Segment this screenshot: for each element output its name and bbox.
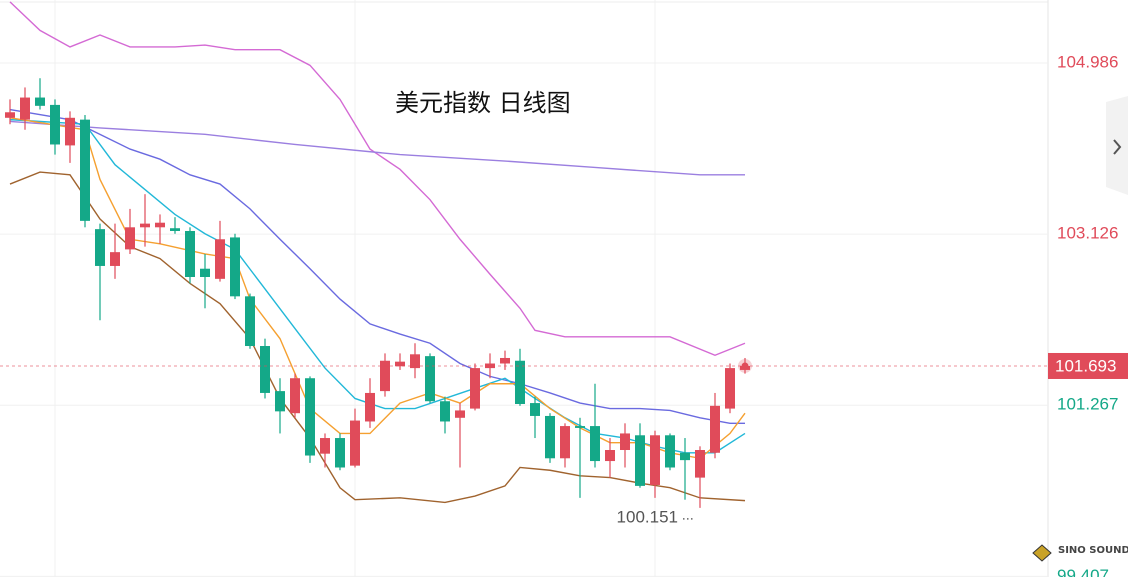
candle-body [440, 401, 450, 422]
candle-body [515, 360, 525, 404]
candle-body [665, 435, 675, 468]
ma-line [9, 1, 746, 356]
candle-body [200, 268, 210, 277]
candle-body [410, 354, 420, 369]
candle-body [95, 229, 105, 266]
chevron-icon [1113, 139, 1122, 155]
panel-toggle[interactable] [1106, 96, 1128, 195]
candle-body [695, 450, 705, 478]
candle-body [155, 222, 165, 228]
candle-body [470, 368, 480, 409]
candle-body [260, 346, 270, 393]
watermark: SINO SOUND [1032, 544, 1128, 562]
candle-body [245, 296, 255, 347]
candle-body [380, 360, 390, 392]
candle-body [275, 391, 285, 412]
candle-body [350, 420, 360, 466]
y-tick-label: 104.986 [1057, 52, 1118, 71]
candle-body [170, 228, 180, 231]
y-tick-label: 103.126 [1057, 224, 1118, 243]
candle-body [425, 356, 435, 402]
candle-body [575, 426, 585, 428]
candle-body [395, 361, 405, 367]
watermark-logo [1032, 544, 1052, 562]
y-tick-label: 99.407 [1057, 566, 1109, 577]
plot: 100.151 [0, 1, 1048, 577]
candle-body [35, 97, 45, 106]
candle-body [545, 415, 555, 459]
candle-body [5, 112, 15, 118]
candle-body [485, 363, 495, 369]
candle-body [290, 378, 300, 414]
candle-body [125, 227, 135, 250]
ma-line [9, 120, 745, 176]
y-tick-label: 101.267 [1057, 395, 1118, 414]
candle-body [140, 223, 150, 228]
chart-title: 美元指数 日线图 [395, 89, 571, 117]
candle-body [590, 426, 600, 462]
candle-body [500, 357, 510, 364]
candle-body [530, 403, 540, 416]
candle-body [335, 438, 345, 468]
candle-body [560, 426, 570, 459]
candle-body [635, 435, 645, 486]
candle-body [680, 452, 690, 461]
candle-body [80, 119, 90, 221]
candle-body [110, 252, 120, 266]
candle-body [230, 237, 240, 297]
price-dot [741, 362, 749, 370]
watermark-text: SINO SOUND [1058, 545, 1128, 556]
candle-body [710, 405, 720, 453]
candle-body [65, 117, 75, 146]
candle-body [320, 438, 330, 454]
candle-body [725, 368, 735, 409]
candle-body [620, 433, 630, 451]
candle-body [455, 410, 465, 418]
candle-body [365, 392, 375, 422]
candle-body [50, 104, 60, 145]
min-label: 100.151 [617, 507, 678, 526]
price-tag-label: 101.693 [1055, 356, 1116, 375]
candle-body [20, 97, 30, 120]
price-tag [1048, 352, 1128, 379]
candle-body [185, 230, 195, 277]
candle-body [650, 435, 660, 485]
candle-body [215, 239, 225, 279]
ma-line [9, 108, 745, 425]
candle-body [305, 378, 315, 456]
candle-body [605, 450, 615, 462]
